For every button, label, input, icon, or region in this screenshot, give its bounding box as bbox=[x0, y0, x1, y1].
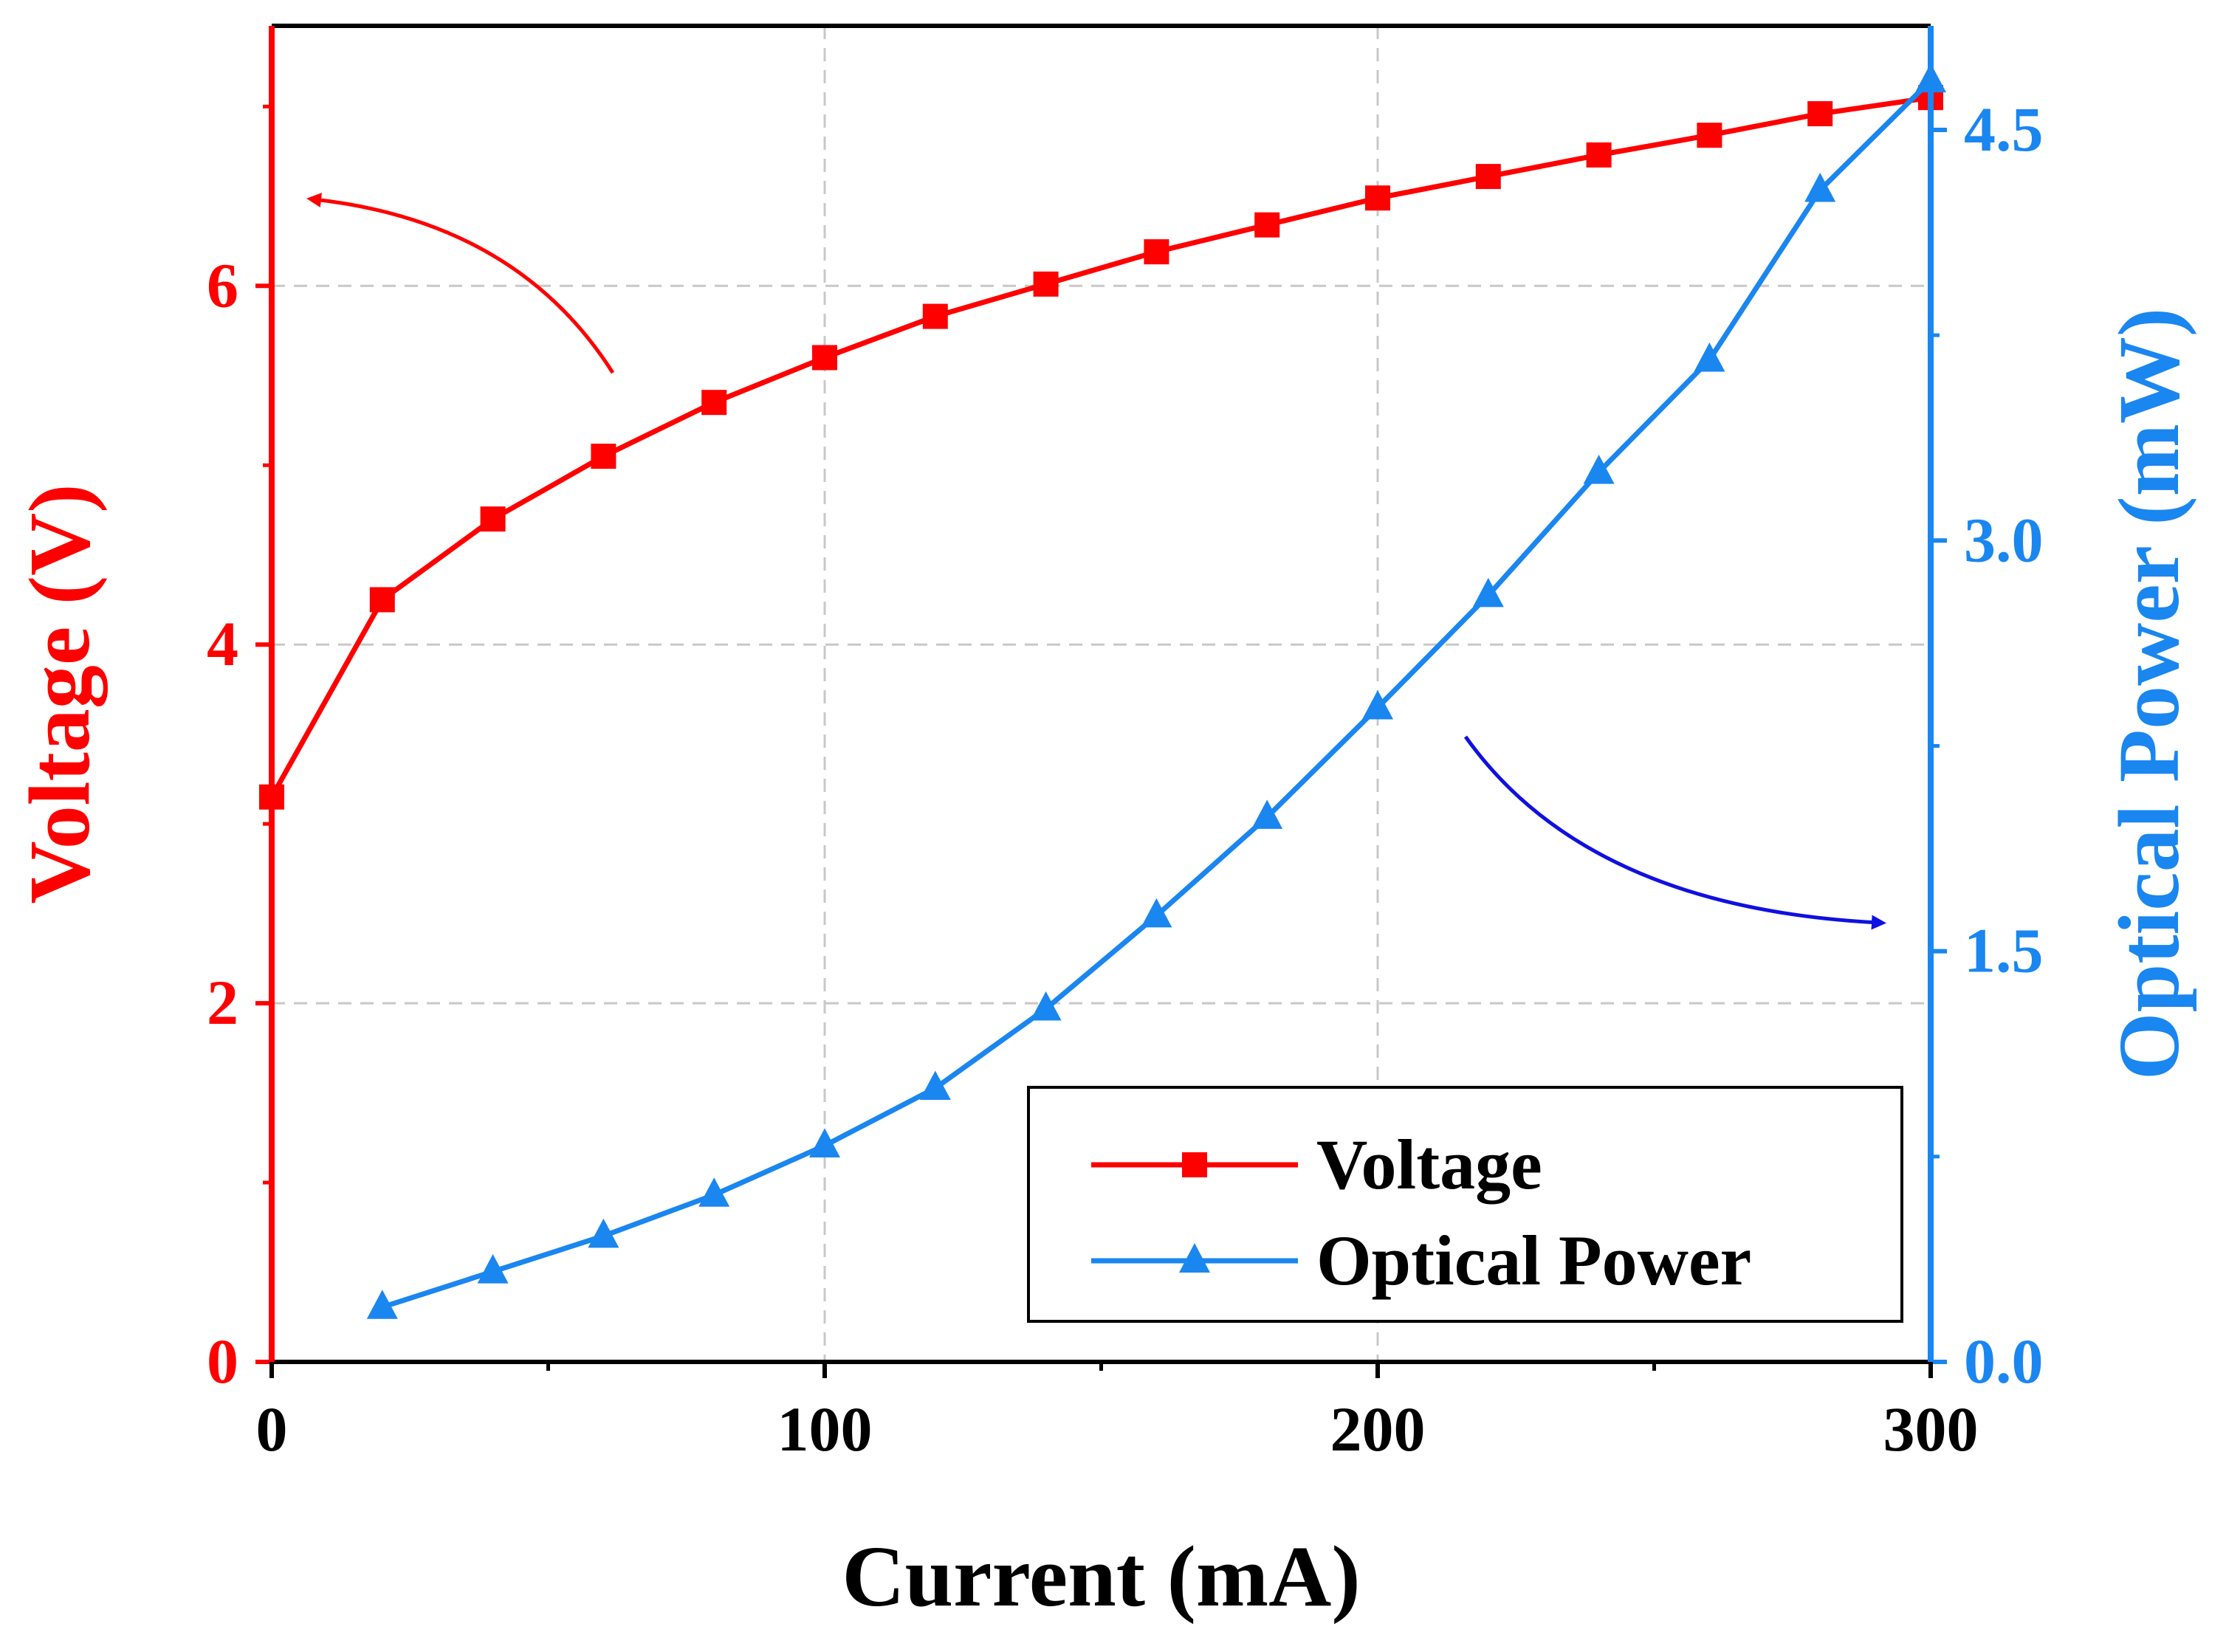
x-tick-label: 100 bbox=[777, 1394, 873, 1465]
y-left-tick-label: 4 bbox=[207, 608, 238, 679]
y-right-axis-label: Optical Power (mW) bbox=[2100, 308, 2197, 1080]
y-right-tick-label: 4.5 bbox=[1964, 94, 2044, 165]
data-point-optical-power bbox=[809, 1128, 840, 1157]
y-left-tick-label: 6 bbox=[207, 249, 238, 320]
data-point-optical-power bbox=[477, 1254, 509, 1284]
legend-box bbox=[1027, 1086, 1903, 1323]
y-right-tick-label: 1.5 bbox=[1964, 915, 2044, 986]
data-point-voltage bbox=[1254, 212, 1280, 238]
data-point-voltage bbox=[1697, 123, 1722, 148]
series-line-0 bbox=[269, 94, 1931, 799]
data-point-optical-power bbox=[1583, 455, 1615, 484]
data-point-voltage bbox=[591, 444, 616, 469]
legend: Voltage Optical Power bbox=[1027, 1086, 1903, 1323]
data-point-optical-power bbox=[1141, 898, 1172, 928]
data-point-voltage bbox=[1144, 239, 1169, 265]
x-tick-label: 0 bbox=[256, 1394, 288, 1465]
x-axis-label: Current (mA) bbox=[842, 1528, 1360, 1625]
data-point-optical-power bbox=[1694, 342, 1725, 372]
data-point-voltage bbox=[1033, 271, 1059, 297]
data-point-optical-power bbox=[1030, 991, 1062, 1021]
data-point-optical-power bbox=[919, 1070, 951, 1101]
data-point-optical-power bbox=[1362, 689, 1393, 720]
data-point-voltage bbox=[369, 587, 395, 613]
y-left-tick-label: 0 bbox=[207, 1326, 238, 1397]
legend-marker-triangle bbox=[1179, 1243, 1210, 1273]
data-point-optical-power bbox=[1804, 172, 1836, 202]
y-right-tick-label: 0.0 bbox=[1964, 1326, 2044, 1397]
axes: 0 2 4 6 Voltage (V) 0.0 1.5 3.0 4.5 Optical Power… bbox=[11, 26, 2197, 1625]
data-point-voltage bbox=[922, 303, 948, 329]
data-point-voltage bbox=[1365, 185, 1390, 211]
left-axis-arrow bbox=[306, 193, 615, 374]
data-point-voltage bbox=[480, 506, 506, 532]
data-point-optical-power bbox=[698, 1177, 730, 1207]
data-point-optical-power bbox=[366, 1290, 398, 1319]
legend-marker-square bbox=[1182, 1152, 1207, 1177]
right-axis-arrow bbox=[1463, 735, 1886, 930]
data-point-voltage bbox=[701, 390, 727, 416]
legend-label-0: Voltage bbox=[1316, 1125, 1542, 1204]
y-left-axis-label: Voltage (V) bbox=[11, 483, 108, 904]
data-point-voltage bbox=[812, 345, 837, 371]
y-left-tick-label: 2 bbox=[207, 967, 238, 1038]
data-point-voltage bbox=[1586, 142, 1612, 168]
legend-label-1: Optical Power bbox=[1316, 1221, 1751, 1300]
x-tick-label: 200 bbox=[1330, 1394, 1426, 1465]
axis-arrows bbox=[306, 193, 1886, 930]
data-point-voltage bbox=[1475, 164, 1501, 190]
y-right-tick-label: 3.0 bbox=[1964, 504, 2044, 575]
data-point-optical-power bbox=[1251, 799, 1283, 829]
data-point-voltage bbox=[1807, 101, 1833, 127]
data-point-optical-power bbox=[1472, 577, 1504, 608]
data-point-optical-power bbox=[588, 1218, 619, 1248]
x-tick-label: 300 bbox=[1883, 1394, 1979, 1465]
series-layer bbox=[259, 63, 1946, 1319]
